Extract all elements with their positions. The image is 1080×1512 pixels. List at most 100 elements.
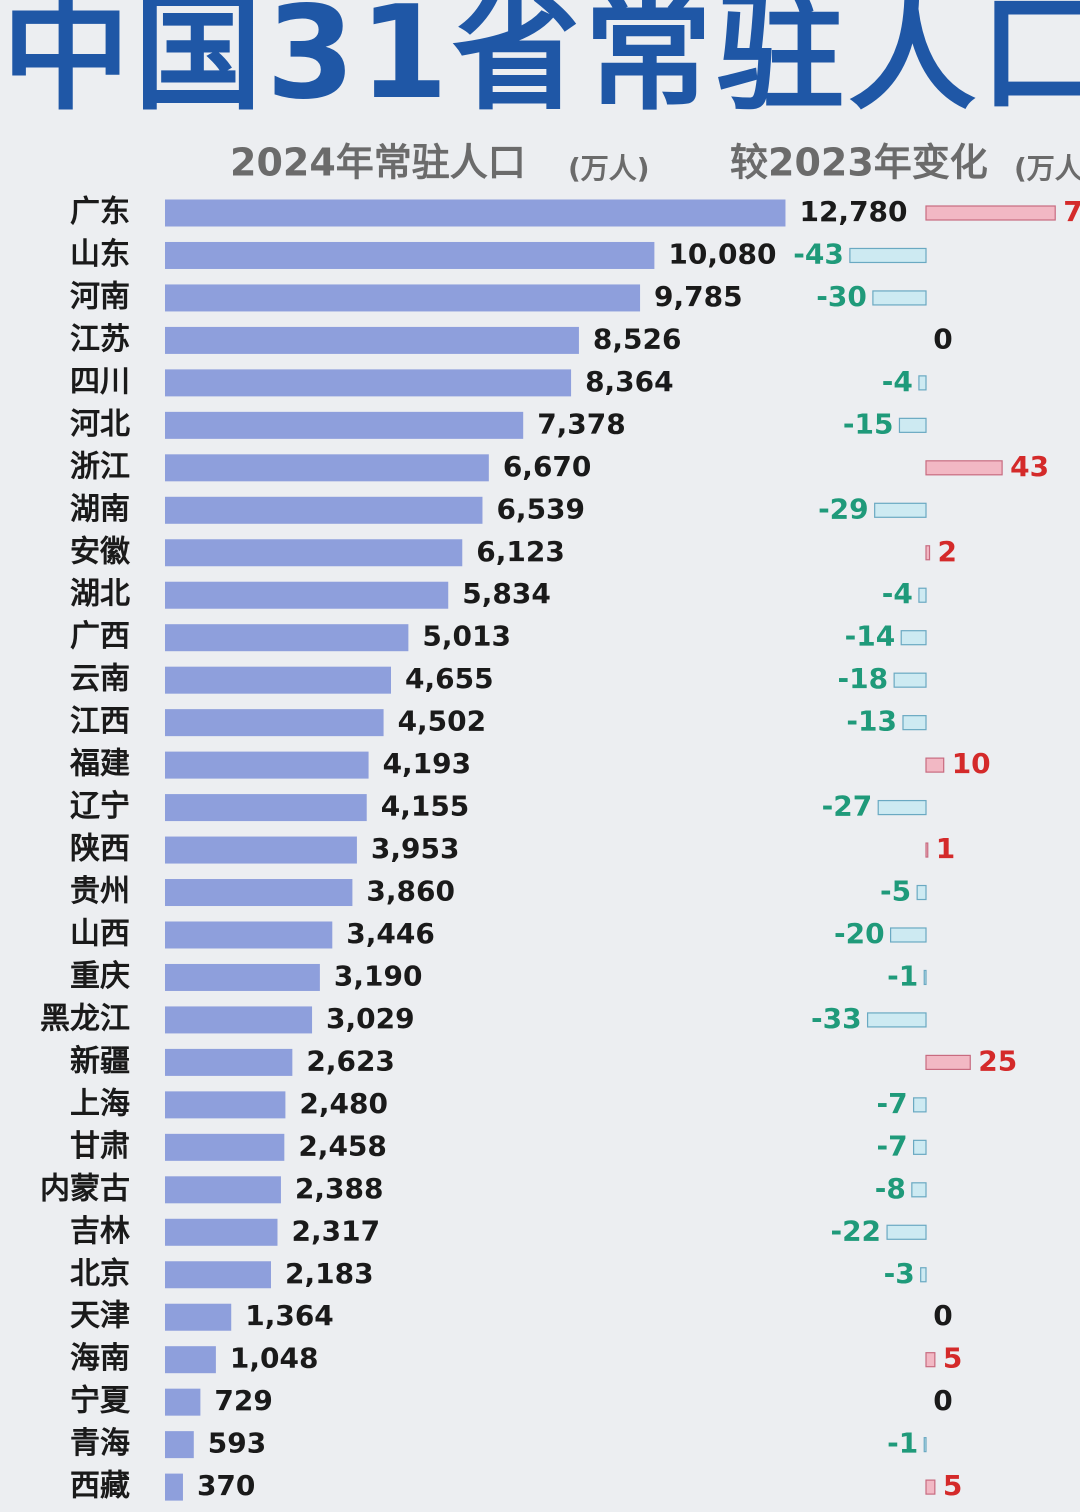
- category-label: 河北: [70, 407, 130, 442]
- value-label: 1,048: [230, 1342, 319, 1375]
- value-label: 370: [197, 1469, 255, 1502]
- category-label: 安徽: [70, 534, 131, 569]
- bar: [165, 539, 463, 567]
- category-label: 浙江: [70, 449, 130, 484]
- change-label: -33: [811, 1002, 862, 1035]
- bar: [165, 199, 786, 227]
- value-label: 3,953: [371, 832, 460, 865]
- change-label: -7: [877, 1129, 908, 1162]
- change-bar: [925, 545, 931, 561]
- category-label: 江西: [70, 704, 130, 739]
- bar: [165, 836, 357, 864]
- bar: [165, 1218, 278, 1246]
- value-label: 5,834: [462, 577, 551, 610]
- change-bar: [911, 1182, 927, 1198]
- change-label: -7: [877, 1087, 908, 1120]
- bar: [165, 709, 384, 737]
- change-bar: [866, 1012, 927, 1028]
- value-label: 5,013: [422, 620, 511, 653]
- category-label: 海南: [70, 1341, 130, 1376]
- category-label: 吉林: [70, 1214, 130, 1249]
- change-label: 10: [952, 747, 991, 780]
- series-unit: (万人): [1014, 152, 1080, 185]
- change-bar: [920, 1267, 927, 1283]
- value-label: 7,378: [537, 407, 626, 440]
- change-bar: [913, 1097, 927, 1113]
- bar: [165, 1388, 201, 1416]
- bar: [165, 1006, 313, 1034]
- category-label: 福建: [69, 747, 130, 782]
- bar: [165, 369, 572, 397]
- bar: [165, 624, 409, 652]
- change-label: 25: [978, 1044, 1017, 1077]
- change-label: -15: [843, 407, 894, 440]
- value-label: 1,364: [245, 1299, 334, 1332]
- category-label: 青海: [70, 1426, 130, 1461]
- value-label: 10,080: [668, 237, 776, 270]
- change-label: -20: [834, 917, 885, 950]
- value-label: 8,364: [585, 365, 674, 398]
- value-label: 2,183: [285, 1257, 374, 1290]
- value-label: 2,458: [298, 1129, 387, 1162]
- value-label: 2,623: [306, 1044, 395, 1077]
- change-label: -22: [830, 1214, 881, 1247]
- bar: [165, 666, 392, 694]
- value-label: 729: [214, 1384, 272, 1417]
- bar: [165, 581, 449, 609]
- series-header: 较2023年变化: [730, 141, 988, 185]
- bar: [165, 411, 524, 439]
- change-label: 1: [936, 832, 955, 865]
- category-label: 山东: [70, 237, 130, 272]
- change-label: -29: [818, 492, 869, 525]
- change-label: 5: [943, 1342, 962, 1375]
- change-label: -18: [838, 662, 889, 695]
- change-label: -8: [875, 1172, 906, 1205]
- category-label: 上海: [70, 1086, 130, 1121]
- change-bar: [925, 842, 929, 858]
- change-label: -1: [887, 1427, 918, 1460]
- change-label: -27: [822, 790, 873, 823]
- change-bar: [893, 672, 927, 688]
- change-label: -14: [845, 620, 896, 653]
- change-bar: [872, 290, 927, 306]
- bar: [165, 284, 641, 312]
- value-label: 3,029: [326, 1002, 415, 1035]
- change-label: -30: [816, 280, 867, 313]
- bar: [165, 921, 333, 949]
- category-label: 江苏: [70, 322, 130, 357]
- bar: [165, 1091, 286, 1119]
- change-bar: [916, 884, 927, 901]
- category-label: 西藏: [70, 1469, 130, 1504]
- category-label: 北京: [70, 1256, 130, 1291]
- bar: [165, 1473, 183, 1501]
- change-bar: [889, 927, 927, 943]
- bar: [165, 751, 369, 779]
- change-label: -43: [793, 237, 844, 270]
- value-label: 4,655: [405, 662, 494, 695]
- category-label: 湖南: [70, 492, 130, 527]
- category-label: 湖北: [70, 577, 130, 612]
- change-label: 2: [938, 535, 957, 568]
- bar: [165, 1048, 293, 1076]
- category-label: 四川: [70, 364, 130, 399]
- bar: [165, 454, 489, 482]
- bar: [165, 879, 353, 907]
- bar: [165, 963, 320, 991]
- change-bar: [877, 799, 927, 816]
- change-bar: [925, 460, 1003, 476]
- category-label: 宁夏: [70, 1384, 131, 1419]
- change-label: 0: [933, 1299, 952, 1332]
- category-label: 新疆: [70, 1044, 130, 1079]
- change-bar: [902, 715, 927, 731]
- change-label: -4: [882, 365, 913, 398]
- change-bar: [925, 1054, 971, 1071]
- bar: [165, 1133, 285, 1161]
- change-bar: [898, 417, 927, 433]
- change-bar: [923, 1437, 927, 1453]
- change-bar: [913, 1139, 927, 1155]
- value-label: 4,155: [381, 790, 470, 823]
- category-label: 黑龙江: [40, 1001, 130, 1036]
- category-label: 贵州: [70, 874, 130, 909]
